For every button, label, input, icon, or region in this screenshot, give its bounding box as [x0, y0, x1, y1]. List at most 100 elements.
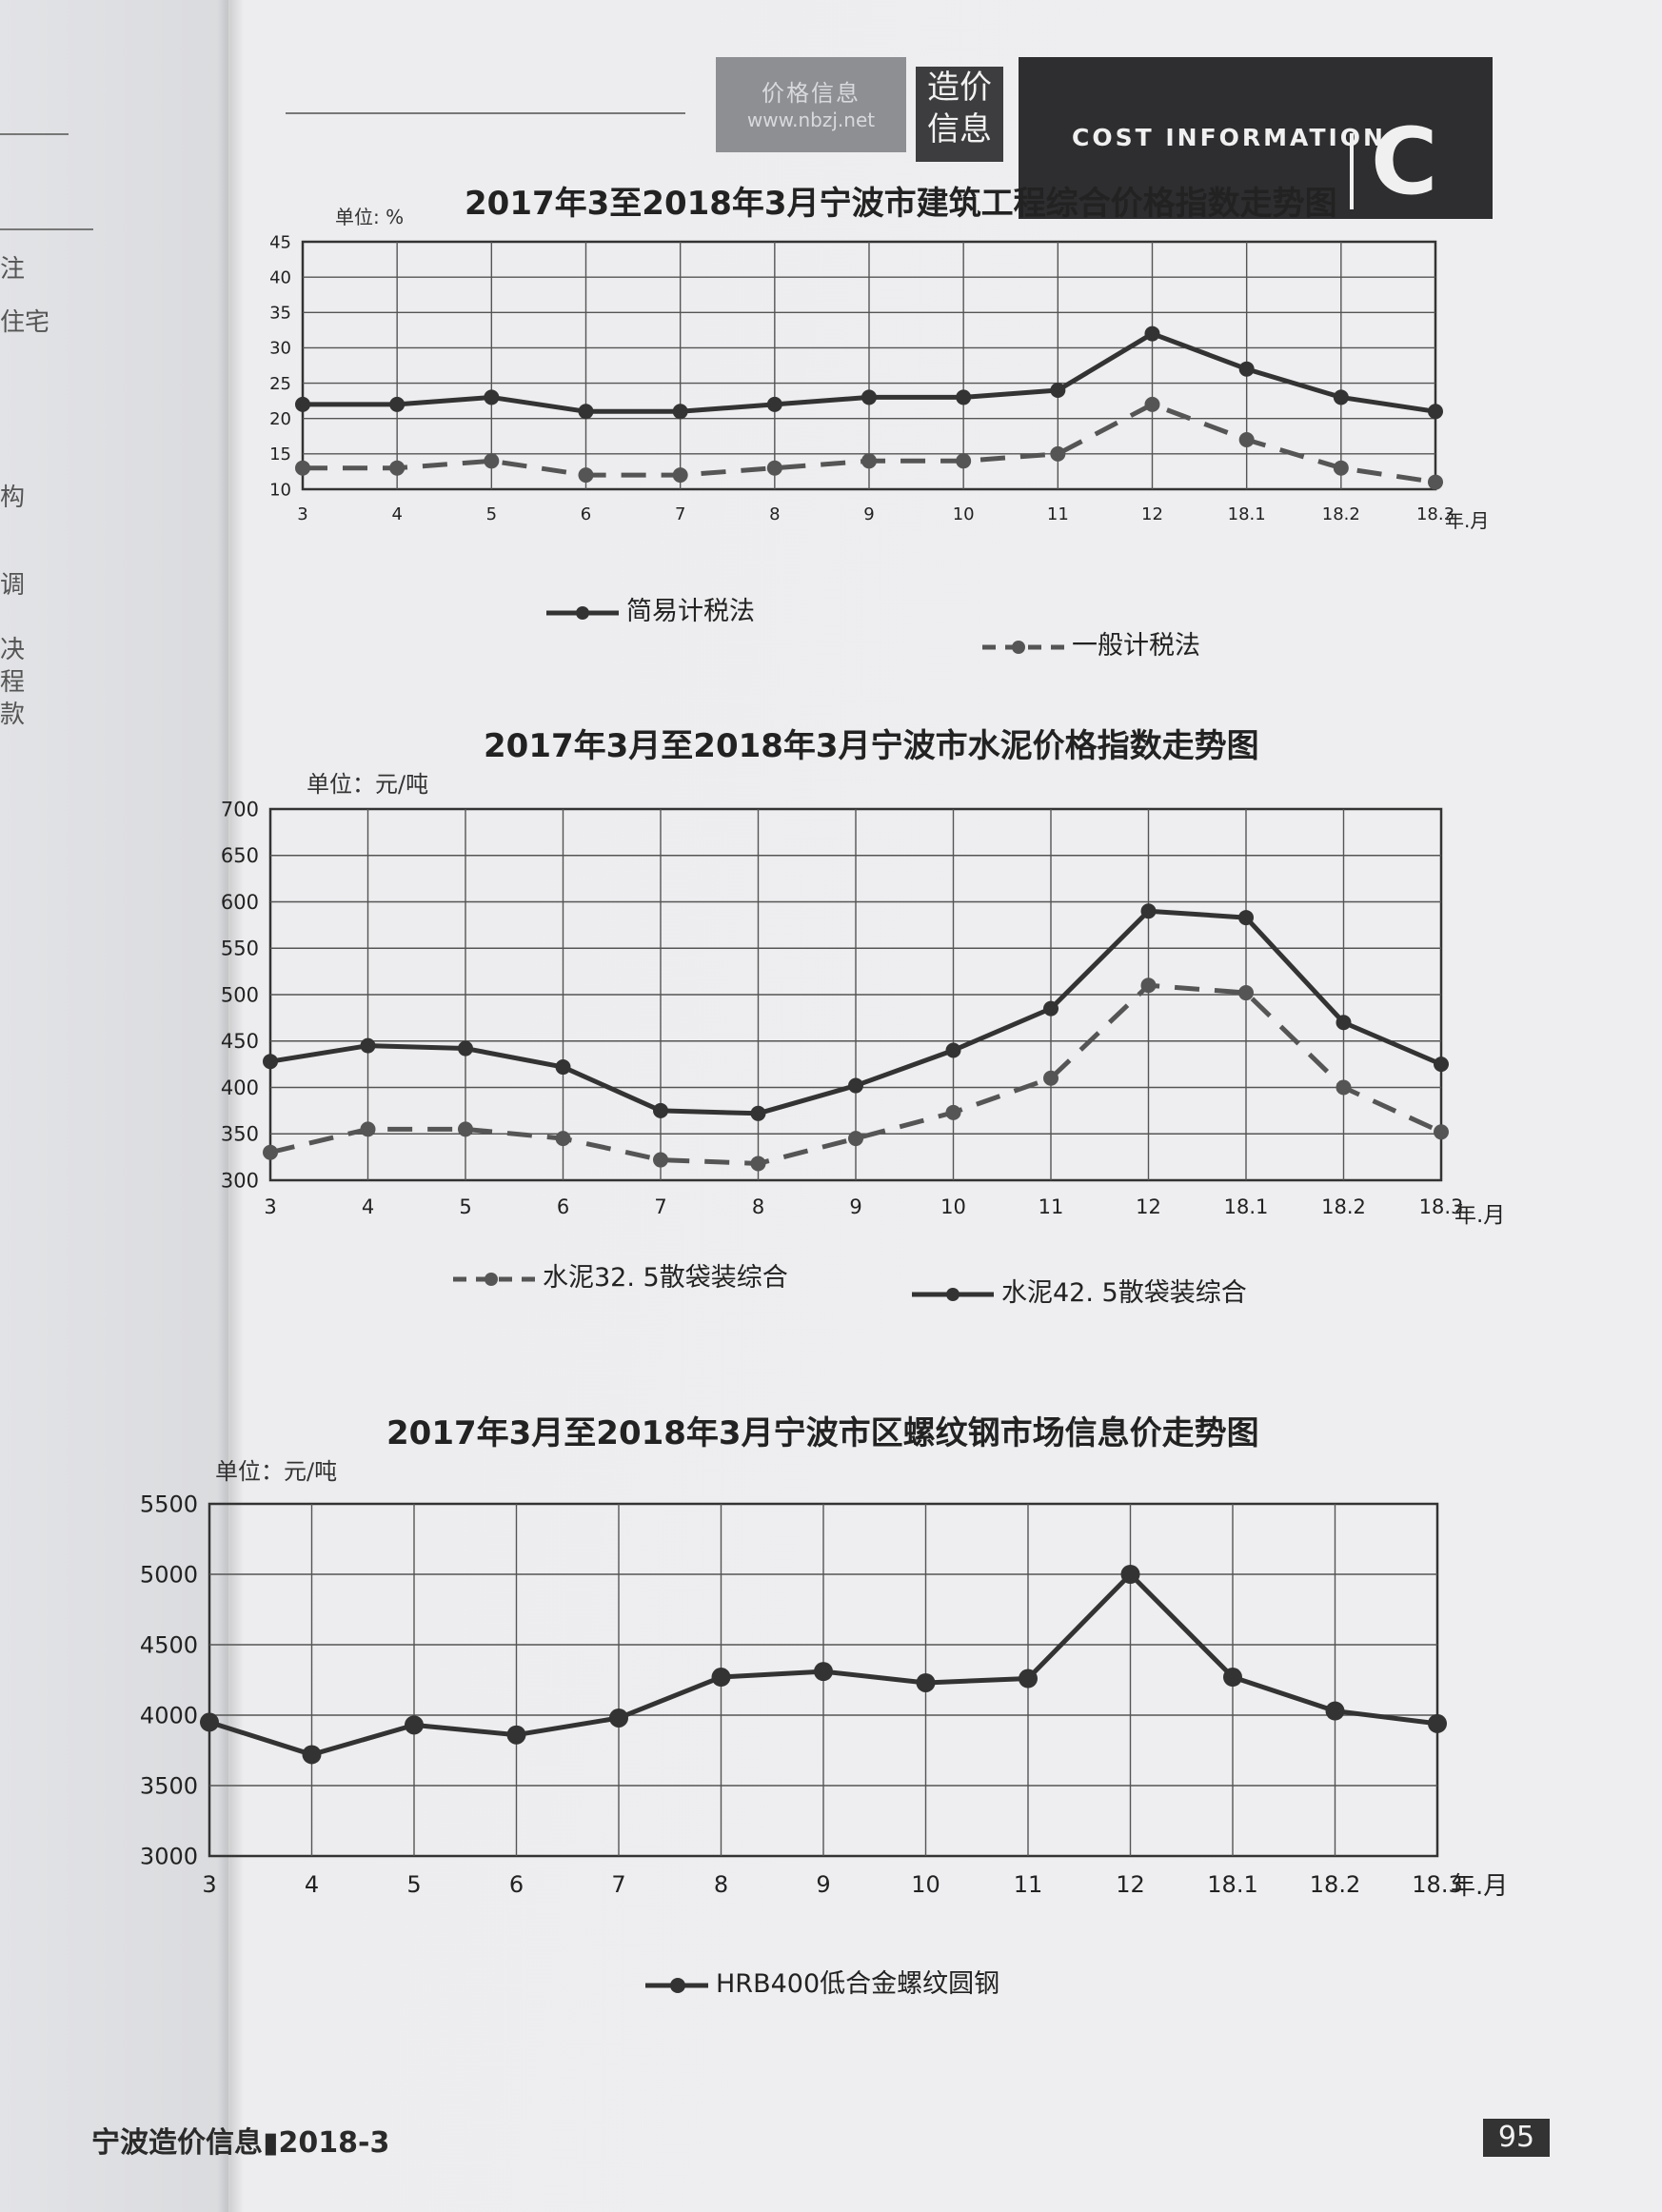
header-section-line1: 造价 — [927, 69, 992, 107]
chart3-unit: 单位：元/吨 — [215, 1458, 338, 1485]
chart2-data-point — [653, 1102, 668, 1118]
chart1-x-tick-label: 8 — [769, 504, 780, 524]
chart1-data-point — [484, 453, 500, 469]
chart1-y-tick-label: 30 — [269, 339, 291, 359]
chart1-data-point — [1428, 474, 1443, 490]
chart1-data-point — [1144, 326, 1160, 342]
chart3-title: 2017年3月至2018年3月宁波市区螺纹钢市场信息价走势图 — [386, 1414, 1259, 1452]
legend-solid-marker-icon — [912, 1287, 994, 1301]
chart1-data-point — [1428, 404, 1443, 420]
chart3-data-point — [1019, 1669, 1038, 1689]
chart3-x-tick-label: 9 — [816, 1871, 830, 1898]
chart1-data-point — [956, 453, 972, 469]
left-page-fragment: 决 — [0, 636, 26, 664]
chart1-data-point — [766, 460, 782, 476]
chart2-data-point — [458, 1121, 473, 1137]
left-page-table-rule — [0, 228, 93, 230]
chart2-data-point — [1238, 910, 1254, 926]
chart2-data-point — [945, 1042, 961, 1058]
chart1-x-tick-label: 11 — [1047, 504, 1069, 524]
chart2-data-point — [360, 1121, 376, 1137]
chart2-data-point — [458, 1040, 473, 1057]
chart1-x-tick-label: 12 — [1141, 504, 1163, 524]
chart2-legend-dashed-label: 水泥32. 5散袋装综合 — [543, 1263, 788, 1293]
chart3-data-point — [916, 1672, 936, 1692]
chart1-data-point — [672, 404, 688, 420]
chart2-x-tick-label: 11 — [1039, 1195, 1064, 1218]
chart1-x-tick-label: 18.2 — [1322, 504, 1360, 524]
chart1-y-tick-label: 20 — [269, 409, 291, 429]
left-page-fragment: 构 — [0, 484, 26, 512]
chart3-data-point — [1223, 1668, 1242, 1688]
chart2-y-tick-label: 600 — [221, 891, 259, 914]
chart1-y-tick-label: 45 — [269, 232, 291, 252]
book-spine-shadow — [217, 0, 244, 2212]
chart1-y-tick-label: 35 — [269, 304, 291, 324]
chart3-data-point — [1428, 1713, 1447, 1733]
chart1-x-tick-label: 9 — [863, 504, 874, 524]
chart1-data-point — [861, 389, 877, 405]
chart3-data-point — [609, 1708, 628, 1728]
header-section-letter: C — [1371, 109, 1438, 215]
chart3-x-tick-label: 18.1 — [1207, 1871, 1257, 1898]
chart2-data-point — [945, 1104, 961, 1120]
header-cost-text: COST INFORMATION — [1072, 124, 1386, 151]
chart1-x-tick-label: 7 — [675, 504, 685, 524]
header-section-label: 造价 信息 — [916, 67, 1003, 162]
chart1-data-point — [1333, 460, 1349, 476]
chart1-data-point — [578, 467, 594, 484]
chart1-x-axis-label: 年.月 — [1445, 509, 1489, 532]
chart2-data-point — [653, 1152, 668, 1168]
left-page-fragment: 注 — [0, 255, 26, 284]
chart3-y-tick-label: 3000 — [140, 1843, 198, 1869]
chart1-data-point — [766, 396, 782, 412]
chart1-data-point — [1238, 361, 1255, 377]
chart2-x-tick-label: 10 — [940, 1195, 966, 1218]
header-section-line2: 信息 — [927, 110, 992, 148]
chart3-data-point — [506, 1725, 526, 1745]
chart2-title: 2017年3月至2018年3月宁波市水泥价格指数走势图 — [484, 727, 1259, 765]
chart1-data-point — [295, 396, 310, 412]
chart2-y-tick-label: 450 — [221, 1030, 259, 1053]
chart2-legend-solid: 水泥42. 5散袋装综合 — [910, 1272, 1247, 1309]
header-website-cn: 价格信息 — [762, 80, 861, 107]
chart3-x-tick-label: 6 — [509, 1871, 524, 1898]
header-rule — [286, 112, 685, 114]
footer-journal: 宁波造价信息▮2018-3 — [91, 2126, 390, 2160]
header-divider — [1350, 133, 1354, 209]
chart3-y-tick-label: 4500 — [140, 1631, 198, 1658]
chart3-x-tick-label: 7 — [611, 1871, 625, 1898]
chart3-x-tick-label: 3 — [202, 1871, 216, 1898]
chart1-x-tick-label: 18.3 — [1416, 504, 1454, 524]
chart1-data-point — [956, 389, 972, 405]
chart1-data-point — [389, 396, 406, 412]
chart2-y-tick-label: 550 — [221, 938, 259, 960]
chart1-unit: 单位: % — [335, 206, 405, 228]
chart2-data-point — [1140, 903, 1157, 919]
chart2-data-point — [263, 1054, 278, 1070]
chart1-y-tick-label: 40 — [269, 267, 291, 287]
chart2-x-tick-label: 8 — [752, 1195, 764, 1218]
legend-solid-marker-icon — [645, 1977, 708, 1993]
header-cost-block: COST INFORMATION C — [1019, 57, 1493, 219]
chart1-legend-dashed-label: 一般计税法 — [1072, 631, 1200, 661]
chart2-unit: 单位：元/吨 — [307, 771, 429, 798]
chart1-legend-dashed: 一般计税法 — [980, 624, 1200, 662]
chart1-data-point — [672, 467, 688, 484]
chart2-x-tick-label: 4 — [362, 1195, 374, 1218]
chart3-data-point — [200, 1712, 219, 1732]
chart3-y-tick-label: 5500 — [140, 1491, 198, 1517]
chart1-data-point — [1333, 389, 1349, 405]
chart2-y-tick-label: 700 — [221, 798, 259, 820]
chart3-x-tick-label: 11 — [1014, 1871, 1043, 1898]
chart3-data-point — [1120, 1565, 1140, 1584]
footer-page-number: 95 — [1483, 2119, 1550, 2157]
chart1-data-point — [1238, 432, 1255, 447]
legend-solid-marker-icon — [546, 605, 619, 620]
chart2-x-tick-label: 12 — [1136, 1195, 1161, 1218]
chart2-x-tick-label: 18.3 — [1419, 1195, 1464, 1218]
chart2-data-point — [848, 1077, 863, 1094]
chart1-data-point — [1050, 445, 1066, 462]
